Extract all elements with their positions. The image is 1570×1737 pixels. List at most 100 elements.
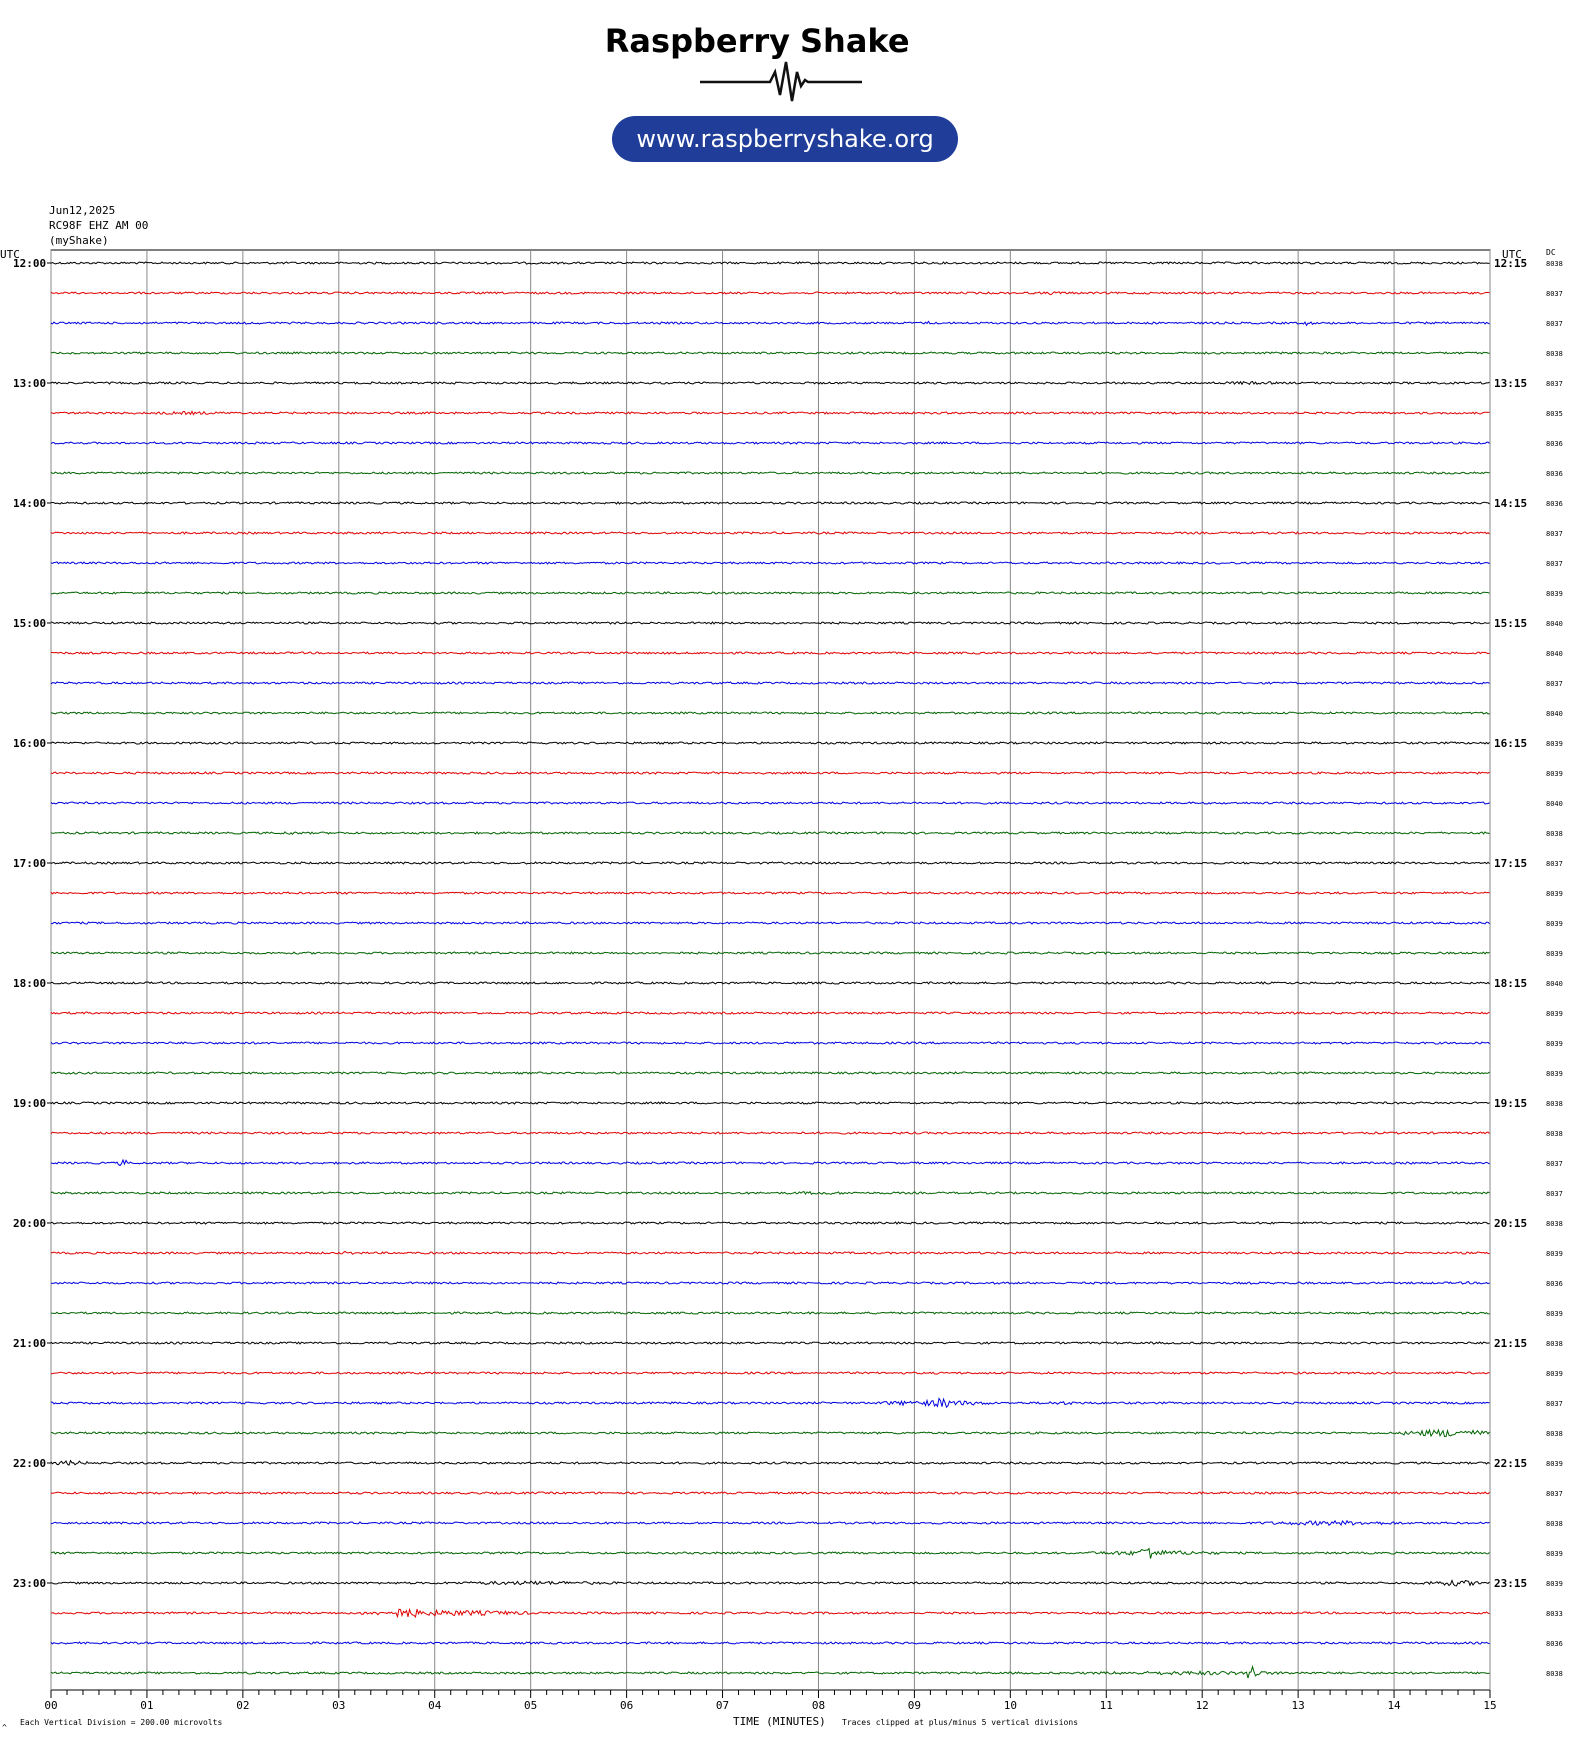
dc-value-18: 8040 <box>1546 800 1563 808</box>
dc-value-44: 8039 <box>1546 1580 1563 1588</box>
trace-row-44 <box>50 1579 1490 1587</box>
trace-row-12 <box>50 621 1490 625</box>
hour-label-right-9: 21:15 <box>1494 1337 1527 1350</box>
trace-row-8 <box>50 501 1490 505</box>
dc-value-20: 8037 <box>1546 860 1563 868</box>
trace-row-22 <box>50 921 1490 925</box>
dc-value-28: 8038 <box>1546 1100 1563 1108</box>
hour-label-right-11: 23:15 <box>1494 1577 1527 1590</box>
logo-word-raspberry: Raspberry <box>605 22 790 60</box>
corner-mark: ^ <box>2 1723 7 1732</box>
x-tick-label-02: 02 <box>236 1699 249 1712</box>
hour-label-right-0: 12:15 <box>1494 257 1527 270</box>
website-url[interactable]: www.raspberryshake.org <box>636 125 933 153</box>
x-axis-title: TIME (MINUTES) <box>733 1715 826 1728</box>
trace-row-19 <box>50 831 1490 836</box>
x-tick-label-13: 13 <box>1292 1699 1305 1712</box>
trace-row-37 <box>50 1371 1490 1375</box>
trace-row-27 <box>50 1071 1490 1075</box>
hour-label-right-5: 17:15 <box>1494 857 1527 870</box>
dc-value-29: 8038 <box>1546 1130 1563 1138</box>
left-utc-title: UTC <box>0 248 20 261</box>
trace-row-0 <box>50 261 1490 265</box>
trace-row-41 <box>50 1491 1490 1495</box>
dc-value-11: 8039 <box>1546 590 1563 598</box>
dc-value-27: 8039 <box>1546 1070 1563 1078</box>
dc-column-title: DC <box>1546 248 1556 257</box>
dc-value-43: 8039 <box>1546 1550 1563 1558</box>
owner-label: (myShake) <box>49 234 109 247</box>
trace-row-4 <box>50 380 1490 386</box>
hour-label-right-2: 14:15 <box>1494 497 1527 510</box>
dc-value-34: 8036 <box>1546 1280 1563 1288</box>
trace-row-43 <box>50 1547 1490 1559</box>
clip-note: Traces clipped at plus/minus 5 vertical … <box>842 1718 1078 1727</box>
trace-row-47 <box>50 1664 1490 1679</box>
hour-label-left-0: 12:00 <box>13 257 46 270</box>
hour-label-right-1: 13:15 <box>1494 377 1527 390</box>
website-pill[interactable] <box>612 116 958 162</box>
trace-row-13 <box>50 651 1490 655</box>
trace-row-9 <box>50 531 1490 535</box>
dc-value-46: 8036 <box>1546 1640 1563 1648</box>
trace-row-11 <box>50 591 1490 595</box>
dc-value-35: 8039 <box>1546 1310 1563 1318</box>
hour-label-right-8: 20:15 <box>1494 1217 1527 1230</box>
trace-row-33 <box>50 1250 1490 1255</box>
x-tick-label-09: 09 <box>908 1699 921 1712</box>
dc-value-15: 8040 <box>1546 710 1563 718</box>
dc-value-31: 8037 <box>1546 1190 1563 1198</box>
trace-row-24 <box>50 981 1490 985</box>
hour-label-left-8: 20:00 <box>13 1217 46 1230</box>
dc-value-2: 8037 <box>1546 320 1563 328</box>
hour-label-right-7: 19:15 <box>1494 1097 1527 1110</box>
dc-value-16: 8039 <box>1546 740 1563 748</box>
dc-value-30: 8037 <box>1546 1160 1563 1168</box>
dc-value-12: 8040 <box>1546 620 1563 628</box>
dc-value-labels: 8038 8037 8037 8038 8037 8035 8036 8036 8036 8037… <box>1546 260 1563 1678</box>
trace-row-18 <box>50 801 1490 805</box>
hour-label-left-4: 16:00 <box>13 737 46 750</box>
right-hour-labels: 12:15 13:15 14:15 15:15 16:15 17:15 18:15 19:15… <box>1494 257 1527 1590</box>
dc-value-36: 8038 <box>1546 1340 1563 1348</box>
hour-label-right-6: 18:15 <box>1494 977 1527 990</box>
trace-row-25 <box>50 1011 1490 1015</box>
dc-value-0: 8038 <box>1546 260 1563 268</box>
hour-label-left-5: 17:00 <box>13 857 46 870</box>
trace-row-28 <box>50 1101 1490 1105</box>
right-utc-title: UTC <box>1502 248 1522 261</box>
dc-value-26: 8039 <box>1546 1040 1563 1048</box>
x-tick-label-01: 01 <box>140 1699 153 1712</box>
trace-row-39 <box>50 1428 1490 1438</box>
x-tick-label-10: 10 <box>1004 1699 1017 1712</box>
hour-label-right-4: 16:15 <box>1494 737 1527 750</box>
dc-value-17: 8039 <box>1546 770 1563 778</box>
x-tick-label-07: 07 <box>716 1699 729 1712</box>
dc-value-7: 8036 <box>1546 470 1563 478</box>
dc-value-14: 8037 <box>1546 680 1563 688</box>
trace-row-2 <box>50 320 1490 327</box>
hour-label-left-10: 22:00 <box>13 1457 46 1470</box>
trace-row-15 <box>50 711 1490 715</box>
trace-row-14 <box>50 681 1490 685</box>
dc-value-5: 8035 <box>1546 410 1563 418</box>
plot-grid <box>50 249 1491 1691</box>
hour-label-left-11: 23:00 <box>13 1577 46 1590</box>
dc-value-33: 8039 <box>1546 1250 1563 1258</box>
hour-label-left-2: 14:00 <box>13 497 46 510</box>
dc-value-37: 8039 <box>1546 1370 1563 1378</box>
dc-value-8: 8036 <box>1546 500 1563 508</box>
dc-value-19: 8038 <box>1546 830 1563 838</box>
trace-row-3 <box>50 351 1490 355</box>
hour-label-right-10: 22:15 <box>1494 1457 1527 1470</box>
dc-value-40: 8039 <box>1546 1460 1563 1468</box>
x-tick-label-03: 03 <box>332 1699 345 1712</box>
trace-row-21 <box>50 891 1490 895</box>
plot-frame <box>50 249 1491 1691</box>
left-hour-labels: 12:00 13:00 14:00 15:00 16:00 17:00 18:00 19:00… <box>13 257 51 1590</box>
dc-value-39: 8038 <box>1546 1430 1563 1438</box>
trace-row-31 <box>50 1190 1490 1196</box>
scale-note: Each Vertical Division = 200.00 microvol… <box>20 1718 222 1727</box>
x-tick-label-04: 04 <box>428 1699 442 1712</box>
